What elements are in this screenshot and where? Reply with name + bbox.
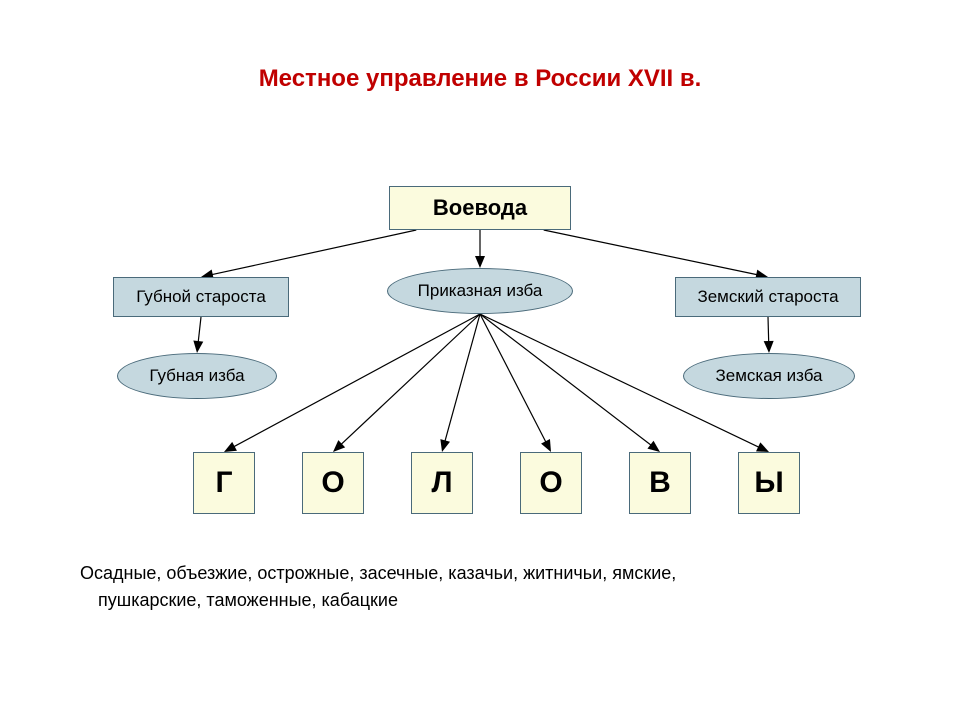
- node-label: Л: [431, 466, 452, 500]
- node-letter-y: Ы: [738, 452, 800, 514]
- node-letter-o2: О: [520, 452, 582, 514]
- node-label: Земская изба: [715, 366, 822, 386]
- caption-text: Осадные, объезжие, острожные, засечные, …: [80, 560, 900, 614]
- node-label: Приказная изба: [418, 281, 543, 301]
- node-label: Воевода: [433, 195, 527, 221]
- node-letter-l: Л: [411, 452, 473, 514]
- node-label: Ы: [754, 466, 783, 500]
- caption-line2: пушкарские, таможенные, кабацкие: [80, 587, 398, 614]
- caption-line1: Осадные, объезжие, острожные, засечные, …: [80, 563, 676, 583]
- node-label: О: [539, 466, 562, 500]
- node-label: Г: [215, 466, 232, 500]
- node-letter-g: Г: [193, 452, 255, 514]
- diagram-canvas: Местное управление в России XVII в. Воев…: [0, 0, 960, 720]
- node-prikaznaya-izba: Приказная изба: [387, 268, 573, 314]
- node-label: В: [649, 466, 671, 500]
- node-voevoda: Воевода: [389, 186, 571, 230]
- node-label: Губная изба: [149, 366, 244, 386]
- node-zemskiy-starosta: Земский староста: [675, 277, 861, 317]
- node-gubnaya-izba: Губная изба: [117, 353, 277, 399]
- diagram-title: Местное управление в России XVII в.: [0, 65, 960, 93]
- node-gubnoy-starosta: Губной староста: [113, 277, 289, 317]
- node-zemskaya-izba: Земская изба: [683, 353, 855, 399]
- node-letter-o1: О: [302, 452, 364, 514]
- node-label: О: [321, 466, 344, 500]
- node-label: Земский староста: [697, 287, 838, 307]
- node-letter-v: В: [629, 452, 691, 514]
- node-label: Губной староста: [136, 287, 266, 307]
